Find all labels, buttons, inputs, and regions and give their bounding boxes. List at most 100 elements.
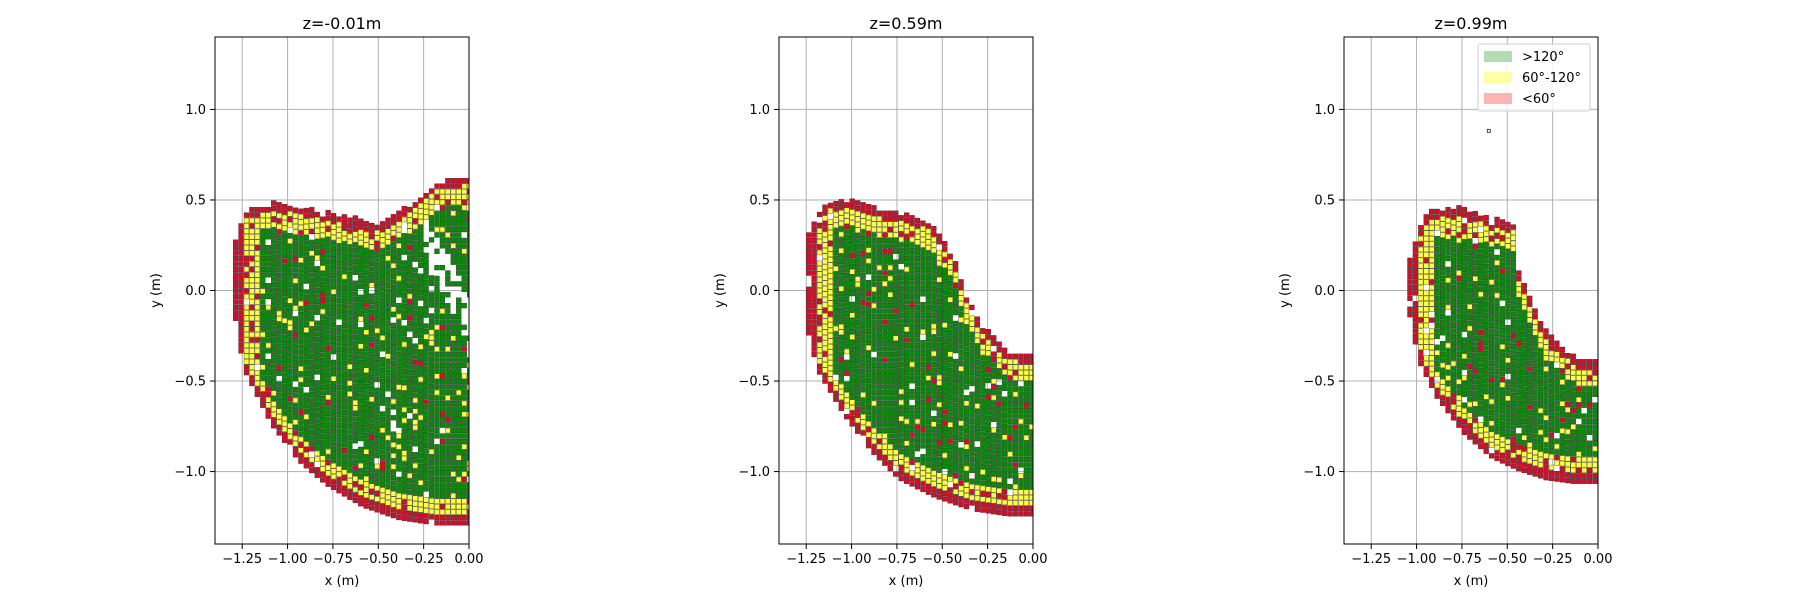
- angle-cell: [914, 429, 921, 435]
- angle-cell: [952, 456, 959, 462]
- angle-cell: [1478, 329, 1484, 336]
- angle-cell: [1494, 428, 1500, 434]
- angle-cell: [467, 281, 469, 287]
- angle-cell: [1412, 312, 1419, 318]
- angle-cell: [1543, 404, 1549, 410]
- angle-cell: [996, 439, 1002, 445]
- angle-cell: [1510, 354, 1516, 361]
- angle-cell: [418, 393, 424, 399]
- angle-cell: [1505, 406, 1511, 412]
- angle-cell: [423, 192, 429, 199]
- angle-cell: [827, 322, 834, 328]
- subplot-3-xticks: −1.25 −1.00 −0.75 −0.50 −0.25 0.00: [1351, 544, 1612, 567]
- angle-cell: [1510, 365, 1516, 371]
- angle-cell: [467, 411, 469, 417]
- angle-cell: [325, 378, 331, 384]
- angle-cell: [390, 284, 397, 291]
- angle-cell: [379, 297, 386, 303]
- angle-cell: [1494, 385, 1500, 391]
- angle-cell: [1505, 287, 1511, 293]
- angle-cell: [1418, 257, 1424, 263]
- angle-cell: [1543, 409, 1549, 416]
- angle-cell: [920, 378, 926, 384]
- angle-cell: [336, 292, 342, 298]
- angle-cell: [909, 236, 915, 243]
- angle-cell: [1483, 388, 1489, 395]
- angle-cell: [1510, 371, 1516, 377]
- angle-cell: [985, 508, 991, 514]
- angle-cell: [298, 409, 304, 415]
- angle-cell: [887, 297, 893, 303]
- angle-cell: [407, 364, 413, 370]
- angle-cell: [1559, 401, 1565, 407]
- angle-cell: [423, 263, 429, 269]
- angle-cell: [428, 411, 435, 417]
- angle-cell: [914, 288, 921, 294]
- angle-cell: [1532, 330, 1538, 336]
- angle-cell: [456, 308, 462, 314]
- angle-cell: [320, 433, 326, 440]
- angle-cell: [1592, 402, 1598, 408]
- angle-cell: [320, 216, 326, 222]
- angle-cell: [904, 348, 910, 354]
- angle-cell: [396, 465, 402, 472]
- angle-cell: [980, 387, 986, 394]
- angle-cell: [882, 248, 888, 254]
- angle-cell: [936, 445, 942, 451]
- angle-cell: [412, 386, 418, 393]
- angle-cell: [325, 465, 331, 471]
- angle-cell: [1559, 450, 1565, 456]
- angle-cell: [985, 437, 991, 443]
- angle-cell: [292, 403, 299, 409]
- angle-cell: [887, 216, 893, 222]
- angle-cell: [374, 414, 380, 421]
- angle-cell: [407, 429, 413, 435]
- angle-cell: [450, 210, 456, 216]
- angle-cell: [445, 199, 451, 206]
- angle-cell: [844, 365, 850, 371]
- angle-cell: [936, 266, 942, 272]
- angle-cell: [1592, 386, 1598, 392]
- angle-cell: [330, 484, 337, 491]
- angle-cell: [467, 270, 469, 276]
- angle-cell: [232, 245, 239, 251]
- angle-cell: [969, 489, 975, 495]
- angle-cell: [450, 433, 456, 439]
- angle-cell: [434, 389, 440, 396]
- angle-cell: [467, 183, 469, 189]
- angle-cell: [1439, 270, 1446, 276]
- angle-cell: [445, 498, 451, 504]
- angle-cell: [1001, 499, 1008, 506]
- angle-cell: [352, 362, 358, 368]
- angle-cell: [418, 371, 424, 377]
- angle-cell: [1412, 317, 1419, 323]
- angle-cell: [456, 210, 462, 216]
- angle-cell: [925, 473, 932, 479]
- angle-cell: [374, 300, 380, 307]
- angle-cell: [347, 445, 353, 451]
- angle-cell: [336, 254, 342, 260]
- angle-cell: [303, 245, 309, 252]
- angle-cell: [876, 362, 883, 368]
- angle-cell: [1510, 235, 1516, 241]
- angle-cell: [396, 351, 402, 358]
- angle-cell: [1527, 458, 1533, 464]
- angle-cell: [407, 494, 413, 500]
- angle-cell: [385, 277, 391, 283]
- angle-cell: [871, 264, 877, 271]
- angle-cell: [1592, 429, 1598, 435]
- angle-cell: [1521, 418, 1527, 425]
- angle-cell: [287, 238, 293, 244]
- angle-cell: [379, 280, 386, 287]
- angle-cell: [996, 466, 1002, 472]
- angle-cell: [991, 509, 997, 515]
- angle-cell: [1548, 372, 1555, 378]
- angle-cell: [838, 291, 844, 297]
- angle-cell: [1576, 440, 1582, 446]
- angle-cell: [341, 420, 348, 426]
- angle-cell: [925, 331, 932, 338]
- angle-cell: [887, 384, 893, 390]
- angle-cell: [920, 291, 926, 297]
- angle-cell: [827, 344, 834, 350]
- angle-cell: [909, 378, 915, 384]
